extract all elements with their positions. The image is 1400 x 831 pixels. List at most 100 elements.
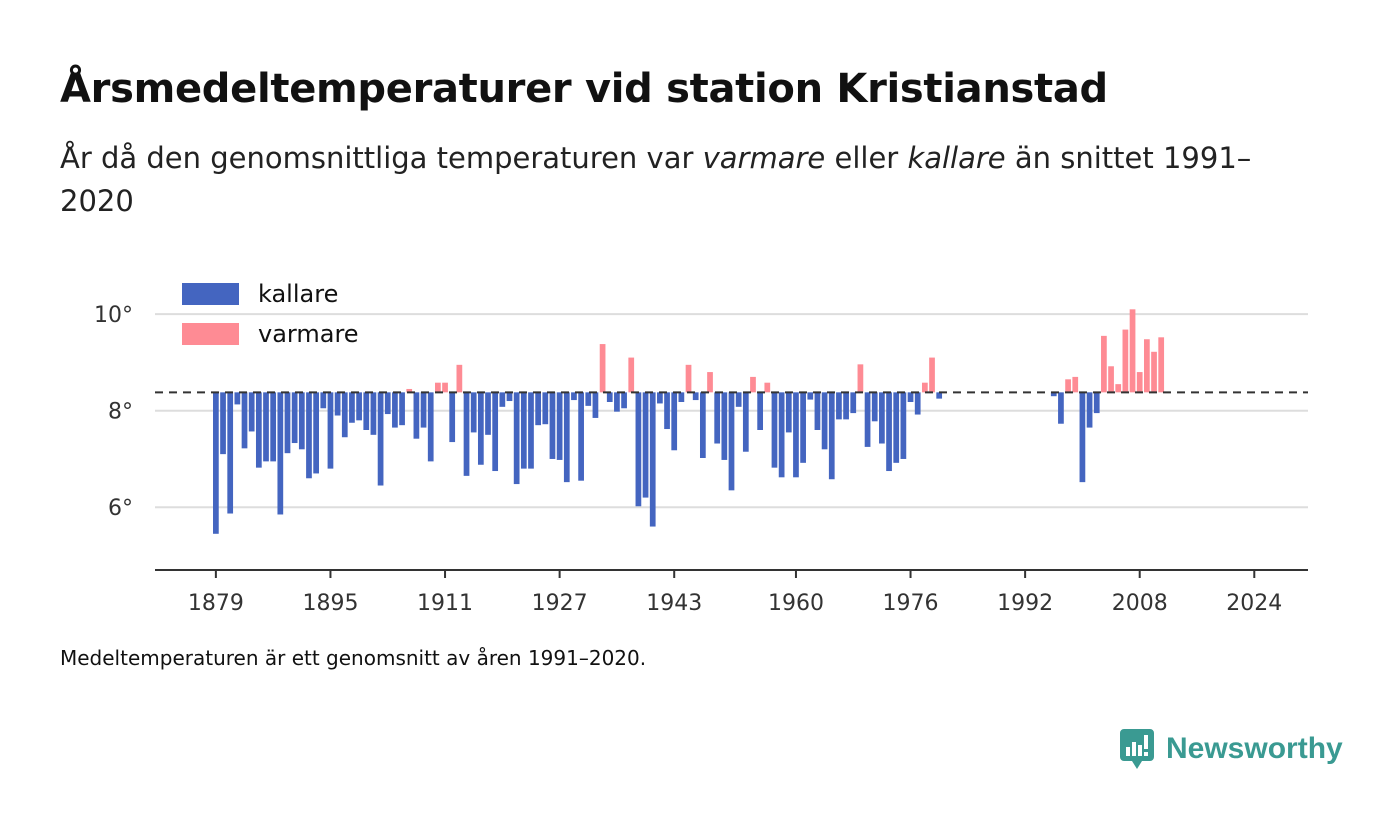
bar-warmer	[764, 382, 771, 393]
legend: kallare varmare	[182, 280, 359, 348]
bar-colder	[664, 392, 670, 430]
x-tick-label: 1943	[646, 591, 702, 616]
x-tick-label: 1895	[302, 591, 358, 616]
bar-colder	[470, 392, 477, 433]
subtitle-warmer: varmare	[702, 141, 826, 175]
x-tick-label: 1976	[883, 591, 939, 616]
bar-colder	[907, 392, 914, 402]
y-tick-label: 10°	[94, 303, 133, 328]
bar-colder	[649, 392, 656, 527]
bar-colder	[678, 392, 685, 402]
bar-warmer	[406, 388, 413, 393]
bar-warmer	[707, 372, 713, 393]
bar-colder	[828, 392, 835, 480]
bar-colder	[356, 392, 362, 421]
bar-warmer	[1144, 339, 1150, 393]
bar-warmer	[1122, 329, 1129, 393]
bar-colder	[384, 392, 391, 415]
bar-warmer	[1101, 335, 1107, 393]
bar-colder	[735, 392, 742, 407]
bar-colder	[313, 392, 319, 474]
subtitle-colder: kallare	[907, 141, 1006, 175]
bar-colder	[571, 392, 577, 401]
bar-colder	[263, 392, 269, 462]
bar-colder	[291, 392, 298, 444]
bar-colder	[821, 392, 828, 450]
bar-colder	[477, 392, 484, 465]
bar-warmer	[857, 364, 864, 393]
bar-warmer	[628, 357, 635, 393]
x-tick-label: 1879	[188, 591, 244, 616]
bar-colder	[742, 392, 749, 452]
bar-colder	[614, 392, 620, 412]
x-tick-label: 1960	[768, 591, 824, 616]
bar-colder	[349, 392, 355, 423]
bar-warmer	[599, 344, 606, 393]
bar-colder	[506, 392, 513, 402]
bar-warmer	[435, 382, 441, 393]
bar-colder	[807, 392, 814, 400]
bar-colder	[377, 392, 384, 486]
bar-colder	[871, 392, 878, 422]
subtitle-text: eller	[825, 141, 908, 175]
bar-warmer	[1065, 379, 1071, 393]
bar-colder	[220, 392, 226, 455]
bar-colder	[284, 392, 291, 454]
bar-colder	[1058, 392, 1064, 424]
bar-warmer	[929, 357, 935, 393]
bar-colder	[413, 392, 420, 439]
bar-colder	[771, 392, 778, 468]
bar-colder	[363, 392, 370, 430]
bar-warmer	[1108, 366, 1114, 393]
bar-colder	[298, 392, 305, 450]
bar-colder	[520, 392, 527, 469]
bar-colder	[420, 392, 427, 428]
bar-colder	[334, 392, 341, 416]
bar-colder	[621, 392, 627, 409]
bar-colder	[657, 392, 663, 404]
bar-colder	[492, 392, 499, 472]
bar-colder	[879, 392, 885, 444]
bar-colder	[227, 392, 234, 514]
bar-colder	[585, 392, 592, 406]
chart-title: Årsmedeltemperaturer vid station Kristia…	[60, 66, 1108, 112]
x-tick-label: 1911	[417, 591, 473, 616]
bar-colder	[814, 392, 821, 430]
bar-warmer	[456, 364, 463, 393]
bar-colder	[642, 392, 649, 498]
bar-colder	[248, 392, 255, 432]
bar-colder	[671, 392, 678, 451]
bar-colder	[785, 392, 792, 433]
bar-colder	[449, 392, 456, 443]
bar-colder	[485, 392, 491, 435]
bar-colder	[900, 392, 907, 459]
bar-colder	[714, 392, 721, 444]
bar-colder	[578, 392, 584, 481]
bar-warmer	[1136, 372, 1143, 393]
bar-warmer	[750, 376, 756, 393]
bar-warmer	[685, 364, 692, 393]
bar-colder	[864, 392, 871, 447]
bar-warmer	[1129, 309, 1136, 393]
brand-name: Newsworthy	[1166, 732, 1343, 765]
bar-colder	[427, 392, 434, 462]
bar-warmer	[1158, 337, 1165, 393]
bar-colder	[392, 392, 398, 428]
bar-colder	[399, 392, 405, 426]
bar-colder	[535, 392, 542, 426]
chart-subtitle: År då den genomsnittliga temperaturen va…	[60, 137, 1260, 223]
legend-swatch-varmare	[182, 323, 239, 345]
bar-warmer	[921, 382, 928, 393]
x-tick-label: 2008	[1112, 591, 1168, 616]
bar-colder	[277, 392, 284, 515]
bar-colder	[556, 392, 563, 460]
bar-colder	[320, 392, 327, 409]
chart-note: Medeltemperaturen är ett genomsnitt av å…	[60, 646, 647, 670]
subtitle-text: År då den genomsnittliga temperaturen va…	[60, 141, 703, 175]
bar-colder	[850, 392, 857, 414]
bar-colder	[528, 392, 534, 469]
bar-warmer	[1151, 351, 1157, 393]
x-tick-label: 1927	[532, 591, 588, 616]
bar-colder	[793, 392, 799, 478]
bar-colder	[306, 392, 312, 479]
